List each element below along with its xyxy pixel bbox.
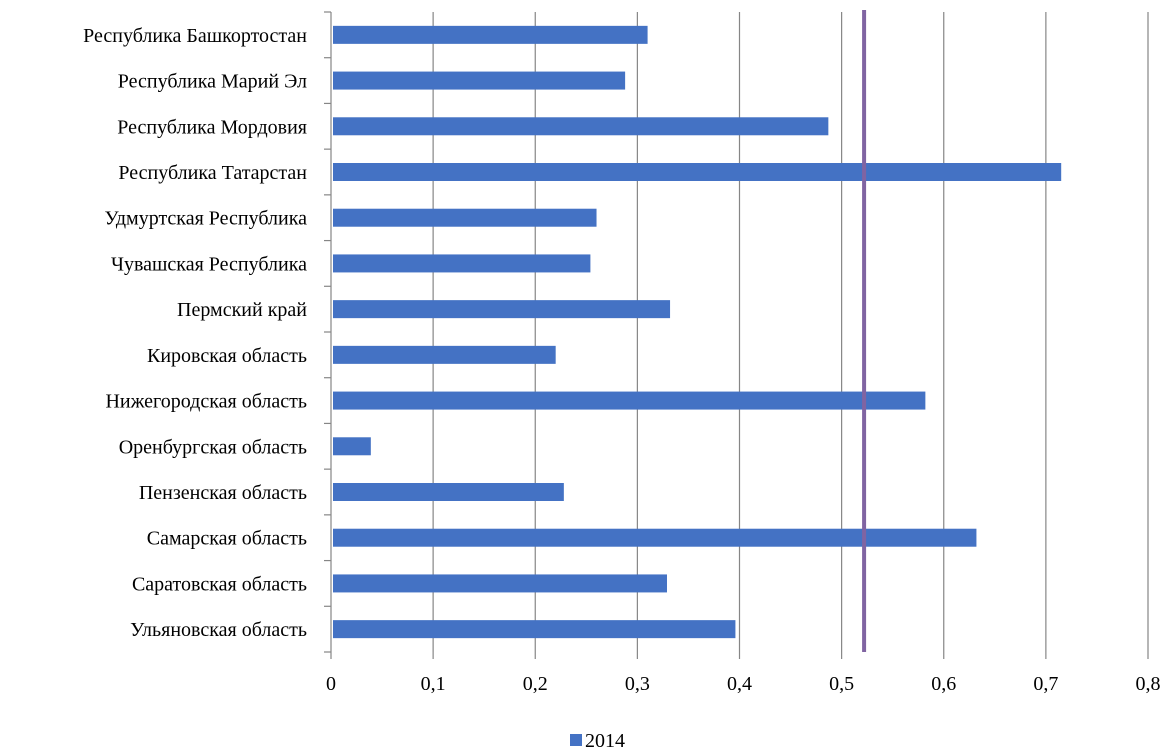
bar — [333, 208, 597, 227]
bar — [333, 254, 591, 273]
x-tick-label: 0,7 — [1033, 673, 1058, 695]
bar — [333, 528, 977, 547]
x-tick-labels: 0 0,1 0,2 0,3 0,4 0,5 0,6 0,7 0,8 — [326, 673, 1161, 695]
bar — [333, 620, 736, 639]
bar — [333, 574, 667, 593]
category-label: Самарская область — [147, 528, 307, 550]
category-labels: Республика Башкортостан Республика Марий … — [83, 25, 307, 641]
category-label: Саратовская область — [132, 573, 307, 595]
x-tick-label: 0,3 — [625, 673, 650, 695]
category-label: Республика Башкортостан — [83, 25, 307, 47]
category-label: Чувашская Республика — [111, 253, 307, 275]
axes — [324, 11, 1149, 659]
category-label: Кировская область — [147, 345, 307, 367]
category-label: Оренбургская область — [119, 436, 307, 458]
category-label: Пензенская область — [139, 482, 307, 504]
category-label: Пермский край — [177, 299, 307, 321]
bar — [333, 163, 1062, 181]
bar — [333, 345, 556, 364]
bar — [333, 483, 564, 501]
legend-swatch — [570, 734, 582, 746]
legend-label: 2014 — [585, 730, 625, 749]
x-tick-label: 0,5 — [829, 673, 854, 695]
bar — [333, 117, 829, 136]
category-label: Удмуртская Республика — [105, 208, 308, 230]
bars — [333, 25, 1062, 639]
bar — [333, 300, 671, 319]
bar — [333, 437, 371, 456]
x-tick-label: 0,4 — [727, 673, 752, 695]
bar — [333, 391, 926, 410]
legend: 2014 — [570, 730, 625, 749]
gridlines — [432, 12, 1149, 652]
bar — [333, 25, 648, 44]
x-tick-label: 0,1 — [421, 673, 446, 695]
x-tick-label: 0,8 — [1136, 673, 1161, 695]
category-label: Республика Мордовия — [117, 116, 307, 138]
bar — [333, 71, 626, 90]
x-tick-label: 0,2 — [523, 673, 548, 695]
category-label: Нижегородская область — [105, 391, 307, 413]
x-tick-label: 0,6 — [931, 673, 956, 695]
category-label: Ульяновская область — [130, 619, 307, 641]
x-tick-label: 0 — [326, 673, 336, 695]
category-label: Республика Татарстан — [118, 162, 307, 184]
category-label: Республика Марий Эл — [118, 71, 307, 93]
